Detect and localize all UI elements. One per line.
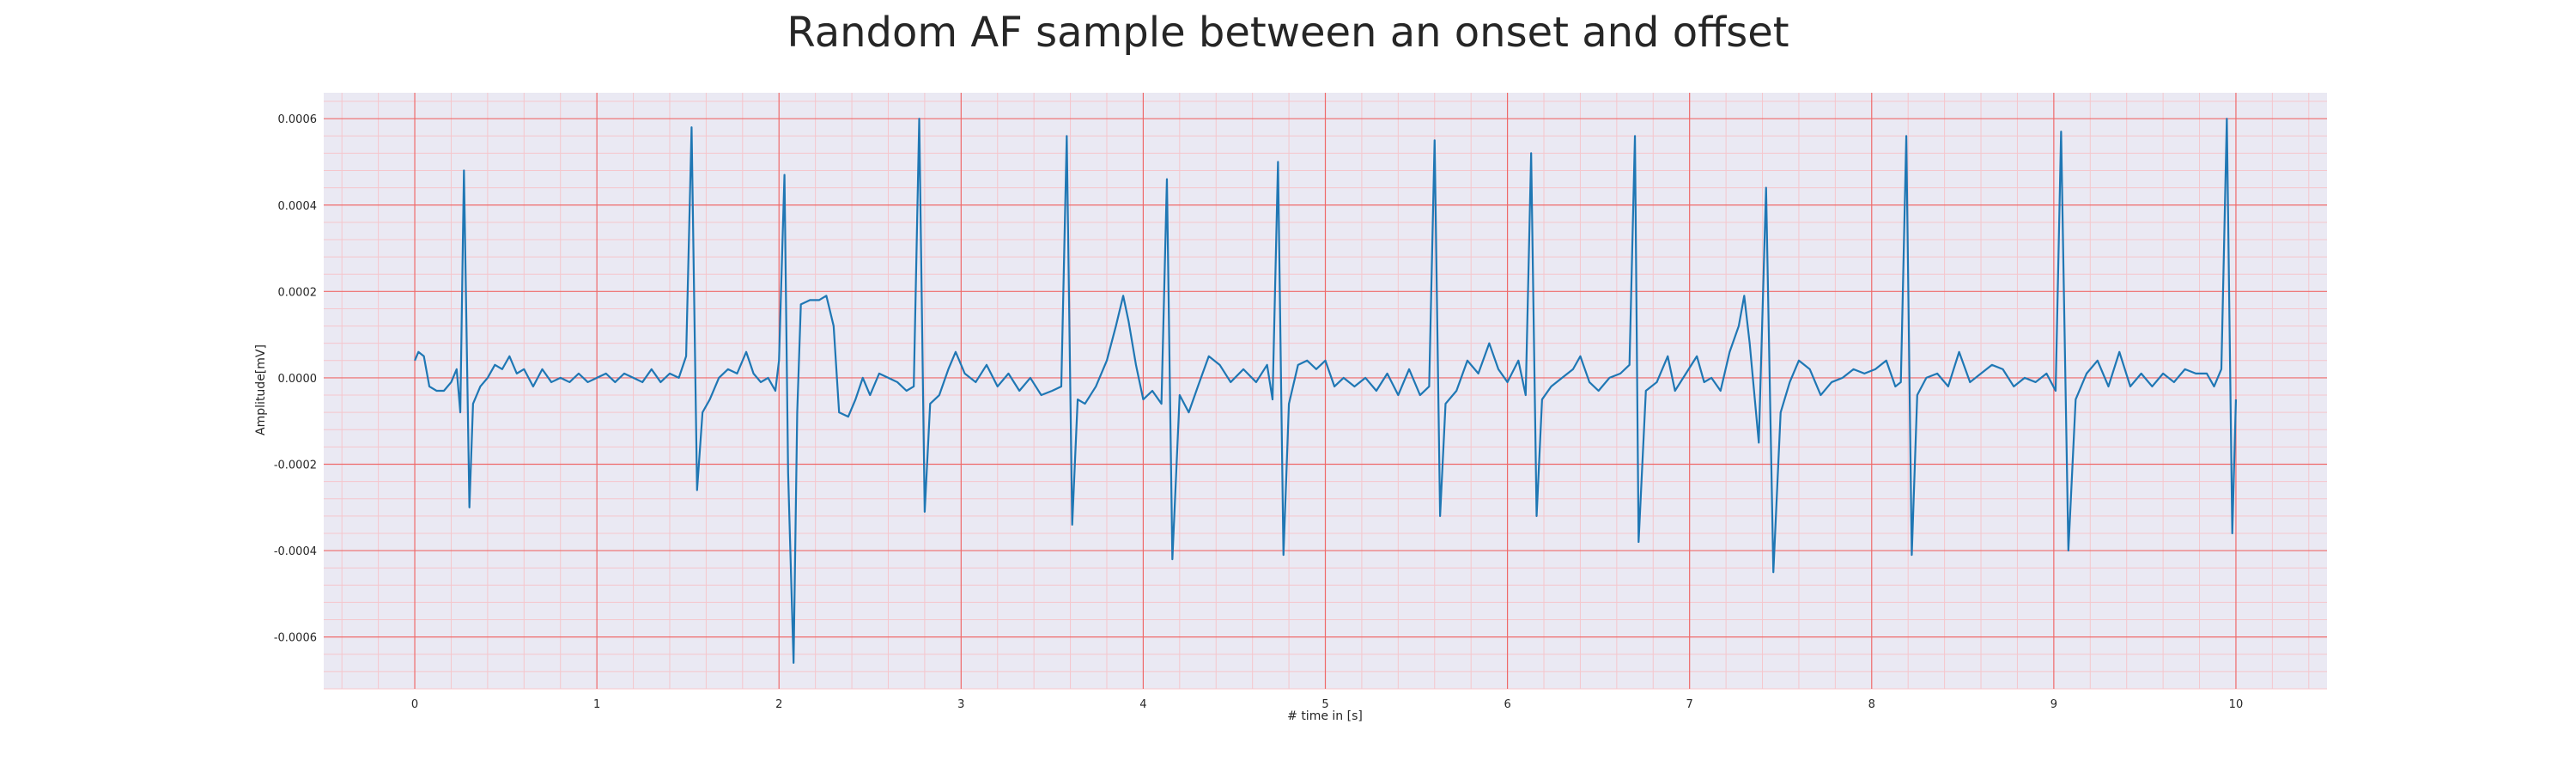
x-tick-label: 6: [1504, 698, 1510, 711]
x-tick-label: 10: [2229, 698, 2244, 711]
y-axis-label: Amplitude[mV]: [254, 344, 268, 435]
y-tick-label: 0.0006: [278, 113, 318, 126]
y-axis-ticks: 0.0006 0.0004 0.0002 0.0000 -0.0002 -0.0004 -0…: [274, 113, 317, 644]
x-tick-label: 9: [2050, 698, 2057, 711]
signal-line: [414, 118, 2238, 664]
y-tick-label: 0.0000: [278, 373, 318, 386]
x-tick-label: 4: [1139, 698, 1146, 711]
x-tick-label: 8: [1868, 698, 1875, 711]
y-tick-label: -0.0002: [274, 459, 317, 472]
x-tick-label: 3: [957, 698, 964, 711]
y-tick-label: -0.0006: [274, 632, 317, 645]
x-tick-label: 0: [411, 698, 418, 711]
y-tick-label: -0.0004: [274, 545, 317, 558]
chart-title: Random AF sample between an onset and of…: [787, 9, 1789, 57]
x-axis-ticks: 0 1 2 3 4 5 6 7 8 9 10: [411, 698, 2243, 711]
major-grid: [324, 93, 2327, 689]
x-axis-label: # time in [s]: [1287, 709, 1363, 723]
x-tick-label: 1: [593, 698, 600, 711]
x-tick-label: 2: [775, 698, 782, 711]
x-tick-label: 5: [1321, 698, 1328, 711]
y-tick-label: 0.0004: [278, 200, 318, 213]
y-tick-label: 0.0002: [278, 286, 318, 299]
x-tick-label: 7: [1686, 698, 1693, 711]
